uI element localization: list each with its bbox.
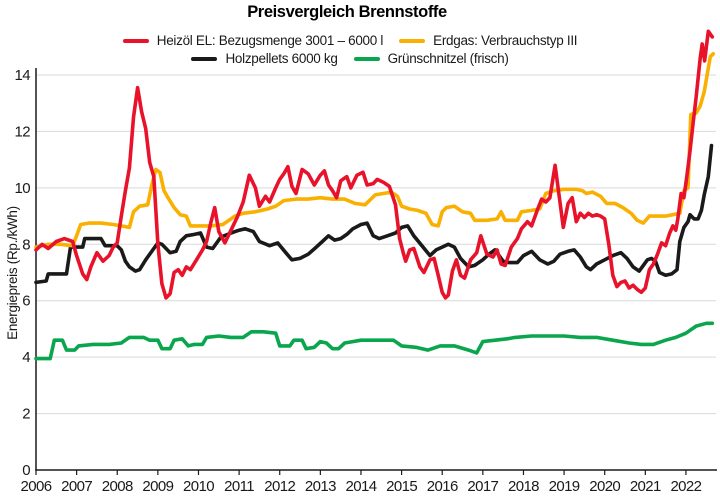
y-tick-label: 10 — [15, 180, 31, 197]
y-tick-label: 8 — [22, 236, 30, 253]
x-tick-label: 2009 — [142, 478, 173, 495]
legend-label-holzpellets: Holzpellets 6000 kg — [225, 51, 338, 66]
gruenschnitzel-line-swatch-icon — [353, 56, 380, 61]
legend-item-erdgas: Erdgas: Verbrauchstyp III — [399, 33, 578, 48]
legend-label-gruenschnitzel: Grünschnitzel (frisch) — [387, 51, 509, 66]
y-tick-label: 14 — [15, 67, 31, 84]
y-tick-label: 0 — [22, 462, 30, 479]
x-tick-label: 2006 — [21, 478, 52, 495]
legend-row-1: Heizöl EL: Bezugsmenge 3001 – 6000 l Erd… — [122, 33, 578, 48]
x-tick-label: 2015 — [386, 478, 417, 495]
x-tick-label: 2010 — [183, 478, 214, 495]
legend-item-gruenschnitzel: Grünschnitzel (frisch) — [353, 51, 509, 66]
y-tick-label: 6 — [22, 293, 30, 310]
x-tick-label: 2017 — [467, 478, 498, 495]
holzpellets-line-swatch-icon — [191, 56, 218, 61]
legend-row-2: Holzpellets 6000 kg Grünschnitzel (frisc… — [191, 51, 509, 66]
x-tick-label: 2008 — [102, 478, 133, 495]
y-tick-label: 4 — [22, 349, 30, 366]
x-tick-label: 2016 — [427, 478, 458, 495]
series-line-0 — [34, 29, 715, 300]
chart-title: Preisvergleich Brennstoffe — [247, 3, 447, 21]
legend-item-heizoel: Heizöl EL: Bezugsmenge 3001 – 6000 l — [122, 33, 384, 48]
x-tick-label: 2022 — [670, 478, 701, 495]
series-line-3 — [34, 321, 715, 361]
heizoel-line-swatch-icon — [122, 38, 149, 43]
x-tick-label: 2021 — [630, 478, 661, 495]
legend-item-holzpellets: Holzpellets 6000 kg — [191, 51, 338, 66]
x-tick-label: 2012 — [264, 478, 295, 495]
y-tick-label: 2 — [22, 406, 30, 423]
x-tick-label: 2018 — [508, 478, 539, 495]
x-tick-label: 2011 — [224, 478, 254, 495]
x-tick-label: 2014 — [345, 478, 376, 495]
x-tick-label: 2019 — [549, 478, 580, 495]
x-tick-label: 2020 — [589, 478, 620, 495]
y-axis-title: Energiepreis (Rp./kWh) — [5, 206, 20, 340]
legend-label-erdgas: Erdgas: Verbrauchstyp III — [433, 33, 578, 48]
x-tick-label: 2013 — [305, 478, 336, 495]
series-line-1 — [34, 51, 716, 249]
x-tick-label: 2007 — [61, 478, 92, 495]
erdgas-line-swatch-icon — [399, 38, 426, 43]
legend-label-heizoel: Heizöl EL: Bezugsmenge 3001 – 6000 l — [156, 33, 384, 48]
legend: Heizöl EL: Bezugsmenge 3001 – 6000 l Erd… — [0, 33, 700, 66]
y-tick-label: 12 — [15, 123, 31, 140]
